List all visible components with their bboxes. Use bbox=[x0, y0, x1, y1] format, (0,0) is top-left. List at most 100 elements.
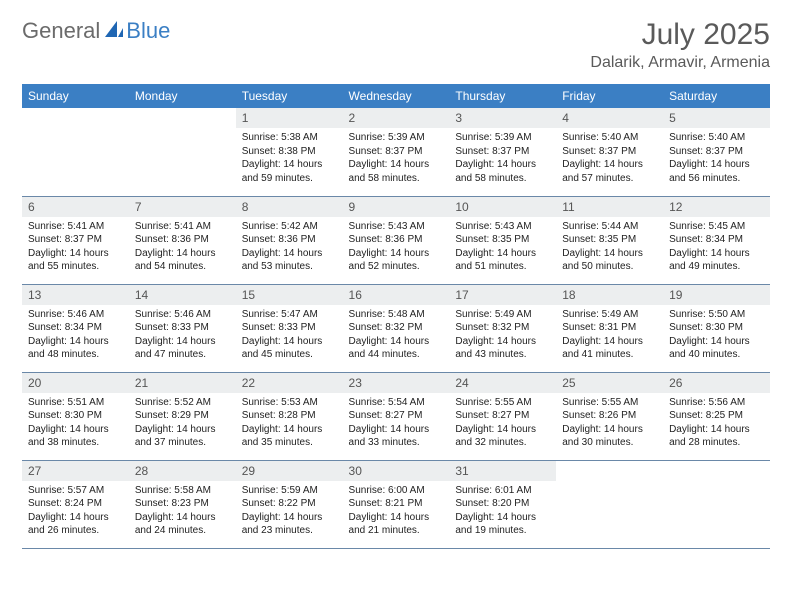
calendar-day-cell: 22Sunrise: 5:53 AMSunset: 8:28 PMDayligh… bbox=[236, 372, 343, 460]
calendar-header-row: SundayMondayTuesdayWednesdayThursdayFrid… bbox=[22, 84, 770, 108]
daylight-text: Daylight: 14 hours and 50 minutes. bbox=[562, 247, 657, 274]
sunrise-text: Sunrise: 5:46 AM bbox=[28, 308, 123, 322]
sunset-text: Sunset: 8:28 PM bbox=[242, 409, 337, 423]
daylight-text: Daylight: 14 hours and 51 minutes. bbox=[455, 247, 550, 274]
day-content: Sunrise: 5:44 AMSunset: 8:35 PMDaylight:… bbox=[556, 217, 663, 280]
day-content: Sunrise: 5:43 AMSunset: 8:35 PMDaylight:… bbox=[449, 217, 556, 280]
sunrise-text: Sunrise: 5:56 AM bbox=[669, 396, 764, 410]
day-number: 2 bbox=[343, 108, 450, 128]
sunrise-text: Sunrise: 5:52 AM bbox=[135, 396, 230, 410]
sunrise-text: Sunrise: 5:40 AM bbox=[562, 131, 657, 145]
day-number: 24 bbox=[449, 373, 556, 393]
day-number: 4 bbox=[556, 108, 663, 128]
daylight-text: Daylight: 14 hours and 41 minutes. bbox=[562, 335, 657, 362]
day-number: 14 bbox=[129, 285, 236, 305]
daylight-text: Daylight: 14 hours and 59 minutes. bbox=[242, 158, 337, 185]
day-number: 16 bbox=[343, 285, 450, 305]
calendar-day-cell: 21Sunrise: 5:52 AMSunset: 8:29 PMDayligh… bbox=[129, 372, 236, 460]
daylight-text: Daylight: 14 hours and 30 minutes. bbox=[562, 423, 657, 450]
sunrise-text: Sunrise: 5:51 AM bbox=[28, 396, 123, 410]
calendar-day-cell: 9Sunrise: 5:43 AMSunset: 8:36 PMDaylight… bbox=[343, 196, 450, 284]
sunset-text: Sunset: 8:36 PM bbox=[135, 233, 230, 247]
daylight-text: Daylight: 14 hours and 19 minutes. bbox=[455, 511, 550, 538]
day-content: Sunrise: 5:52 AMSunset: 8:29 PMDaylight:… bbox=[129, 393, 236, 456]
calendar-week-row: 20Sunrise: 5:51 AMSunset: 8:30 PMDayligh… bbox=[22, 372, 770, 460]
weekday-header: Monday bbox=[129, 84, 236, 108]
daylight-text: Daylight: 14 hours and 21 minutes. bbox=[349, 511, 444, 538]
sunset-text: Sunset: 8:37 PM bbox=[349, 145, 444, 159]
calendar-day-cell: 1Sunrise: 5:38 AMSunset: 8:38 PMDaylight… bbox=[236, 108, 343, 196]
day-content: Sunrise: 5:45 AMSunset: 8:34 PMDaylight:… bbox=[663, 217, 770, 280]
day-content: Sunrise: 5:49 AMSunset: 8:31 PMDaylight:… bbox=[556, 305, 663, 368]
sunset-text: Sunset: 8:29 PM bbox=[135, 409, 230, 423]
day-content: Sunrise: 5:38 AMSunset: 8:38 PMDaylight:… bbox=[236, 128, 343, 191]
day-content: Sunrise: 5:53 AMSunset: 8:28 PMDaylight:… bbox=[236, 393, 343, 456]
calendar-day-cell: 18Sunrise: 5:49 AMSunset: 8:31 PMDayligh… bbox=[556, 284, 663, 372]
daylight-text: Daylight: 14 hours and 57 minutes. bbox=[562, 158, 657, 185]
day-number: 11 bbox=[556, 197, 663, 217]
weekday-header: Sunday bbox=[22, 84, 129, 108]
day-number: 22 bbox=[236, 373, 343, 393]
daylight-text: Daylight: 14 hours and 28 minutes. bbox=[669, 423, 764, 450]
sunrise-text: Sunrise: 5:54 AM bbox=[349, 396, 444, 410]
daylight-text: Daylight: 14 hours and 44 minutes. bbox=[349, 335, 444, 362]
weekday-header: Tuesday bbox=[236, 84, 343, 108]
sunset-text: Sunset: 8:27 PM bbox=[349, 409, 444, 423]
calendar-day-cell: 31Sunrise: 6:01 AMSunset: 8:20 PMDayligh… bbox=[449, 460, 556, 548]
sunset-text: Sunset: 8:23 PM bbox=[135, 497, 230, 511]
sunrise-text: Sunrise: 5:46 AM bbox=[135, 308, 230, 322]
day-content: Sunrise: 5:46 AMSunset: 8:33 PMDaylight:… bbox=[129, 305, 236, 368]
calendar-week-row: 1Sunrise: 5:38 AMSunset: 8:38 PMDaylight… bbox=[22, 108, 770, 196]
day-number: 23 bbox=[343, 373, 450, 393]
day-content: Sunrise: 5:48 AMSunset: 8:32 PMDaylight:… bbox=[343, 305, 450, 368]
sunset-text: Sunset: 8:22 PM bbox=[242, 497, 337, 511]
calendar-day-cell: 10Sunrise: 5:43 AMSunset: 8:35 PMDayligh… bbox=[449, 196, 556, 284]
day-content: Sunrise: 5:39 AMSunset: 8:37 PMDaylight:… bbox=[343, 128, 450, 191]
sunset-text: Sunset: 8:35 PM bbox=[455, 233, 550, 247]
day-content: Sunrise: 6:01 AMSunset: 8:20 PMDaylight:… bbox=[449, 481, 556, 544]
sunset-text: Sunset: 8:37 PM bbox=[669, 145, 764, 159]
calendar-day-cell: 25Sunrise: 5:55 AMSunset: 8:26 PMDayligh… bbox=[556, 372, 663, 460]
calendar-day-cell: 19Sunrise: 5:50 AMSunset: 8:30 PMDayligh… bbox=[663, 284, 770, 372]
calendar-week-row: 13Sunrise: 5:46 AMSunset: 8:34 PMDayligh… bbox=[22, 284, 770, 372]
sunset-text: Sunset: 8:21 PM bbox=[349, 497, 444, 511]
calendar-day-cell: 27Sunrise: 5:57 AMSunset: 8:24 PMDayligh… bbox=[22, 460, 129, 548]
sunrise-text: Sunrise: 5:58 AM bbox=[135, 484, 230, 498]
day-number: 20 bbox=[22, 373, 129, 393]
calendar-empty-cell bbox=[663, 460, 770, 548]
sunrise-text: Sunrise: 5:49 AM bbox=[455, 308, 550, 322]
sunrise-text: Sunrise: 5:53 AM bbox=[242, 396, 337, 410]
daylight-text: Daylight: 14 hours and 35 minutes. bbox=[242, 423, 337, 450]
sunset-text: Sunset: 8:32 PM bbox=[349, 321, 444, 335]
day-content: Sunrise: 6:00 AMSunset: 8:21 PMDaylight:… bbox=[343, 481, 450, 544]
calendar-empty-cell bbox=[129, 108, 236, 196]
calendar-day-cell: 8Sunrise: 5:42 AMSunset: 8:36 PMDaylight… bbox=[236, 196, 343, 284]
day-number: 7 bbox=[129, 197, 236, 217]
calendar-empty-cell bbox=[22, 108, 129, 196]
sunset-text: Sunset: 8:26 PM bbox=[562, 409, 657, 423]
day-content: Sunrise: 5:47 AMSunset: 8:33 PMDaylight:… bbox=[236, 305, 343, 368]
day-number: 9 bbox=[343, 197, 450, 217]
calendar-day-cell: 5Sunrise: 5:40 AMSunset: 8:37 PMDaylight… bbox=[663, 108, 770, 196]
day-number: 30 bbox=[343, 461, 450, 481]
day-content: Sunrise: 5:57 AMSunset: 8:24 PMDaylight:… bbox=[22, 481, 129, 544]
sunrise-text: Sunrise: 5:49 AM bbox=[562, 308, 657, 322]
day-content: Sunrise: 5:54 AMSunset: 8:27 PMDaylight:… bbox=[343, 393, 450, 456]
logo-text-blue: Blue bbox=[126, 18, 170, 44]
day-content: Sunrise: 5:46 AMSunset: 8:34 PMDaylight:… bbox=[22, 305, 129, 368]
sunrise-text: Sunrise: 5:45 AM bbox=[669, 220, 764, 234]
sunrise-text: Sunrise: 5:41 AM bbox=[135, 220, 230, 234]
weekday-header: Friday bbox=[556, 84, 663, 108]
sunset-text: Sunset: 8:34 PM bbox=[669, 233, 764, 247]
sunrise-text: Sunrise: 5:43 AM bbox=[349, 220, 444, 234]
daylight-text: Daylight: 14 hours and 45 minutes. bbox=[242, 335, 337, 362]
day-number: 1 bbox=[236, 108, 343, 128]
calendar-day-cell: 26Sunrise: 5:56 AMSunset: 8:25 PMDayligh… bbox=[663, 372, 770, 460]
sunrise-text: Sunrise: 5:55 AM bbox=[455, 396, 550, 410]
daylight-text: Daylight: 14 hours and 47 minutes. bbox=[135, 335, 230, 362]
calendar-day-cell: 20Sunrise: 5:51 AMSunset: 8:30 PMDayligh… bbox=[22, 372, 129, 460]
daylight-text: Daylight: 14 hours and 56 minutes. bbox=[669, 158, 764, 185]
sunrise-text: Sunrise: 5:44 AM bbox=[562, 220, 657, 234]
daylight-text: Daylight: 14 hours and 38 minutes. bbox=[28, 423, 123, 450]
calendar-table: SundayMondayTuesdayWednesdayThursdayFrid… bbox=[22, 84, 770, 549]
